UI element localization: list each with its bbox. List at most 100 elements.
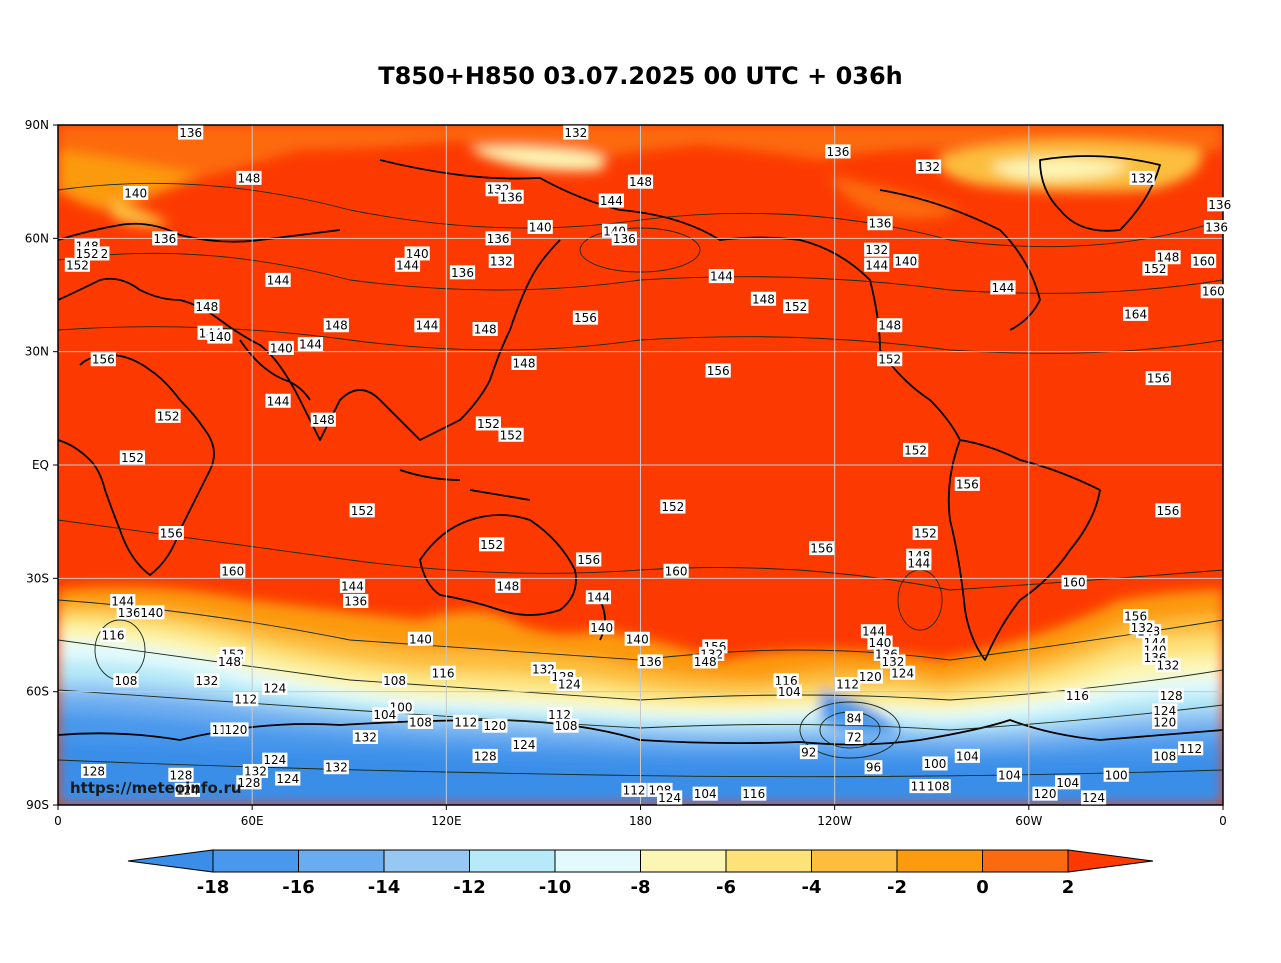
contour-label-bg (155, 408, 181, 423)
colorbar-label: -14 (368, 877, 401, 898)
latitude-ticks: 90N 60N 30N EQ 30S 60S 90S (25, 118, 58, 812)
contour-label-text: 124 (176, 783, 199, 797)
contour-label-bg (511, 356, 537, 370)
contour-label-bg (1152, 714, 1178, 729)
contour-label-text: 124 (276, 772, 299, 786)
contour-label-text: 92 (801, 746, 816, 760)
contour-label-bg (472, 748, 498, 763)
contour-label-text: 140 (590, 621, 613, 635)
contour-label-text: 140 (270, 341, 293, 355)
contour-label-bg (1178, 741, 1204, 756)
contour-label-bg (262, 752, 288, 767)
contour-label: 84 (845, 711, 863, 726)
contour-label-bg (553, 718, 579, 733)
contour-label-text: 160 (221, 564, 244, 578)
contour-label-bg (1129, 170, 1155, 185)
contour-label: 160 (1061, 575, 1087, 590)
contour-label-bg (637, 654, 663, 669)
contour-label-text: 148 (218, 655, 241, 669)
contour-label-text: 132 (532, 663, 555, 677)
contour-label-bg (996, 767, 1023, 782)
contour-label: 152 (155, 408, 181, 423)
contour-label-bg (864, 242, 890, 257)
contour-label-text: 132 (881, 655, 904, 669)
contour-label: 144 (110, 594, 136, 609)
contour-label: 156 (954, 476, 980, 491)
y-tick-label: 30S (26, 571, 49, 585)
contour-label-bg (310, 412, 336, 427)
contour-label-text: 112 (623, 783, 646, 797)
contour-label-bg (692, 654, 718, 669)
contour-label-text: 132 (195, 674, 218, 688)
contour-label-text: 108 (383, 674, 406, 688)
contour-label-text: 108 (927, 780, 950, 794)
contour-label: 144 (598, 193, 624, 208)
contour-label: 148 (877, 318, 903, 333)
contour-label-bg (563, 125, 589, 140)
contour-label-bg (1190, 254, 1217, 268)
contour-label: 136 (152, 231, 178, 246)
contour-label: 152 (349, 503, 375, 518)
contour-label: 152 (74, 246, 100, 261)
contour-label-text: 144 (862, 625, 885, 639)
contour-label-text: 136 (639, 655, 662, 669)
contour-label-text: 148 (513, 357, 536, 371)
contour-label-text: 112 (548, 708, 571, 722)
contour-label-bg (323, 760, 349, 775)
contour-label-text: 136 (1208, 198, 1231, 212)
contour-label-bg (268, 340, 294, 355)
contour-label: 100 (1103, 767, 1129, 782)
contour-label-text: 108 (409, 715, 432, 729)
contour-label-bg (741, 786, 767, 801)
contour-label-bg (119, 450, 146, 465)
y-tick-label: 90S (26, 798, 49, 812)
contour-label-text: 148 (629, 175, 652, 189)
contour-label: 108 (553, 718, 579, 733)
contour-label-bg (925, 779, 951, 794)
contour-label: 156 (90, 352, 116, 367)
longitude-ticks: 0 60E 120E 180 120W 60W 0 (54, 805, 1227, 828)
contour-label-text: 124 (558, 678, 581, 692)
temperature-field-north-cool (58, 125, 1223, 227)
contour-label-bg (1129, 620, 1155, 635)
contour-label-bg (488, 254, 514, 268)
contour-label: 140 (404, 246, 430, 261)
contour-label-bg (178, 125, 204, 140)
contour-label: 108 (381, 673, 408, 688)
contour-label-text: 136 (118, 606, 141, 620)
contour-label-text: 152 (66, 258, 89, 272)
contour-label-bg (880, 654, 906, 669)
x-tick-label: 0 (1219, 814, 1227, 828)
contour-label-text: 108 (115, 674, 138, 688)
contour-label-text: 148 (325, 319, 348, 333)
contour-label: 108 (407, 714, 434, 729)
contour-label-bg (1155, 503, 1181, 518)
contour-label-bg (158, 526, 184, 540)
contour-label-bg (890, 665, 916, 680)
contour-label-text: 112 (836, 678, 859, 692)
contour-label: 144 (297, 337, 324, 352)
contour-label-text: 124 (1153, 704, 1176, 718)
colorbar-segment (298, 849, 385, 873)
contour-label-text: 104 (1056, 776, 1079, 790)
contour-label-bg (1158, 688, 1184, 703)
contour-label-bg (1032, 786, 1058, 801)
contour-label-bg (809, 541, 835, 556)
contour-label-bg (906, 556, 932, 571)
contour-label: 128 (472, 748, 498, 763)
contour-label: 144 (708, 269, 735, 284)
contour-label: 136 (449, 265, 476, 280)
contour-label-bg (495, 578, 521, 593)
contour-label-text: 96 (866, 761, 881, 775)
contour-label-text: 128 (237, 776, 260, 790)
contour-label: 112 (453, 714, 479, 729)
contour-label: 144 (394, 257, 421, 272)
contour-label-text: 156 (1147, 372, 1170, 386)
x-tick-label: 60W (1015, 814, 1042, 828)
contour-label-text: 152 (878, 353, 901, 367)
contour-label-bg (194, 673, 220, 688)
colorbar-label: -8 (631, 877, 651, 898)
contour-label-bg (799, 745, 818, 760)
contour-label-text: 152 (661, 500, 684, 514)
contour-label-text: 108 (1153, 749, 1176, 763)
